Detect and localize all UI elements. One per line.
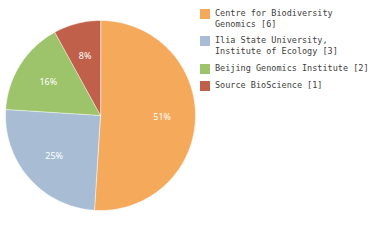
html-text:Source BioScience [1]: Source BioScience [1] [215, 79, 323, 90]
svg-text:16%: 16% [39, 75, 57, 88]
html-text:Centre for Biodiversity Genomi: Centre for Biodiversity Genomics [6] [215, 8, 333, 29]
svg-text:51%: 51% [153, 110, 171, 123]
html-text:Beijing Genomics Institute [2]: Beijing Genomics Institute [2] [215, 62, 369, 73]
svg-text:8%: 8% [79, 49, 92, 62]
svg-text:25%: 25% [45, 149, 63, 162]
html-text:Ilia State University, Institu: Ilia State University, Institute of Ecol… [215, 35, 338, 56]
